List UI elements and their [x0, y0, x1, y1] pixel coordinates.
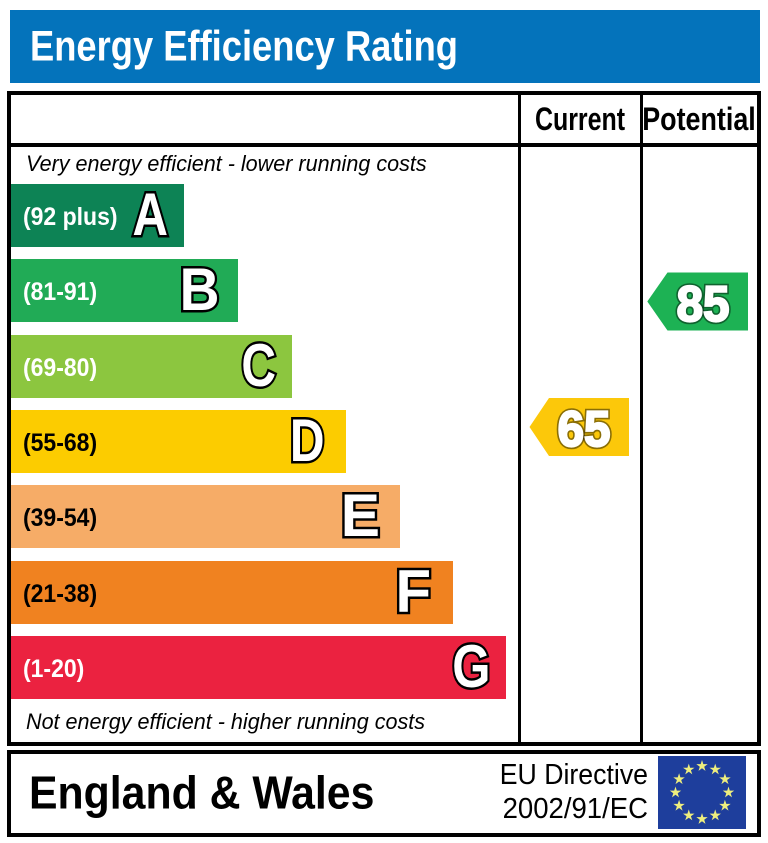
svg-text:Current: Current — [535, 102, 625, 138]
svg-text:A: A — [132, 180, 168, 248]
svg-text:G: G — [452, 632, 490, 700]
svg-text:F: F — [395, 557, 431, 625]
svg-text:85: 85 — [677, 277, 730, 332]
svg-text:E: E — [341, 481, 380, 549]
svg-text:England & Wales: England & Wales — [29, 768, 374, 819]
svg-text:EU Directive: EU Directive — [500, 758, 648, 790]
svg-text:65: 65 — [558, 402, 611, 457]
svg-text:D: D — [290, 407, 325, 474]
svg-text:C: C — [241, 332, 276, 399]
svg-text:2002/91/EC: 2002/91/EC — [503, 791, 648, 824]
svg-text:Energy Efficiency Rating: Energy Efficiency Rating — [30, 23, 458, 71]
svg-text:B: B — [180, 257, 220, 324]
svg-text:65: 65 — [558, 402, 611, 457]
svg-text:85: 85 — [677, 277, 730, 332]
svg-text:Potential: Potential — [642, 102, 756, 138]
